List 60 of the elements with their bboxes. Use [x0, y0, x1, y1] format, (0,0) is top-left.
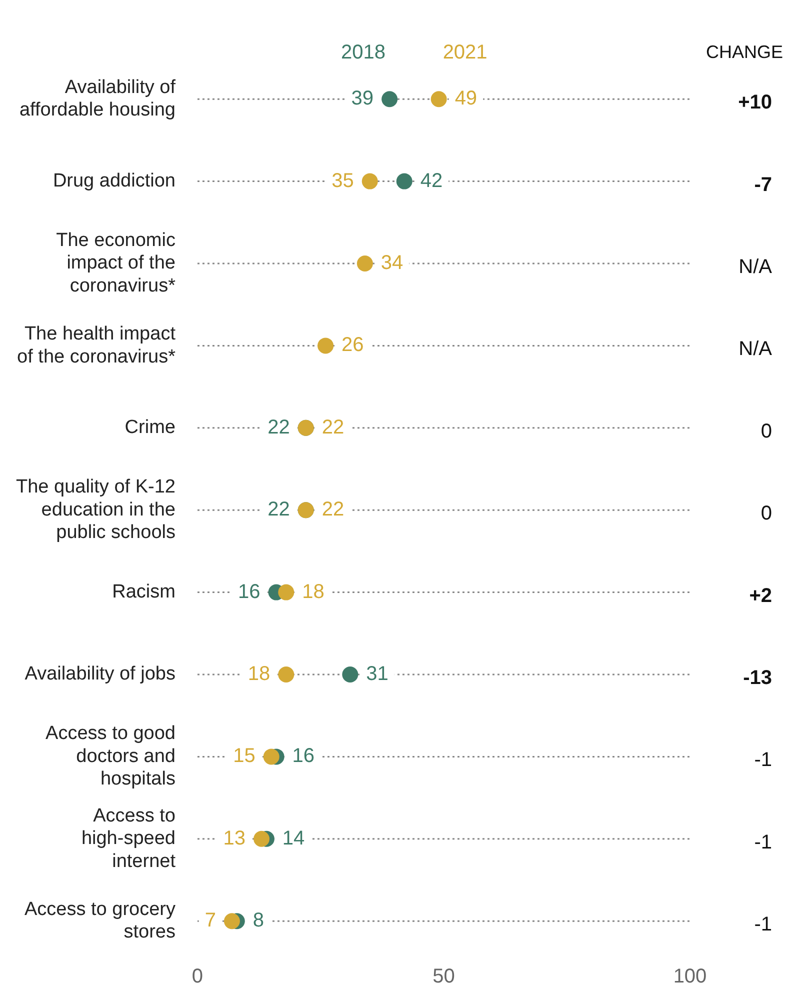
x-tick-label: 100 [673, 966, 707, 988]
y-tick-label: The quality of K-12 education in the public schools [16, 476, 176, 544]
point [263, 748, 280, 765]
y-tick-label: Access to grocery stores [24, 898, 176, 943]
data-label: 26 [342, 334, 364, 356]
data-label: 13 [223, 827, 246, 850]
text: +2 [749, 584, 772, 607]
data-label: 14 [282, 827, 305, 850]
data-label: 18 [302, 580, 324, 603]
y-tick-label: Availability of affordable housing [19, 76, 176, 121]
point [382, 91, 398, 108]
point [356, 256, 373, 272]
data-label: 22 [268, 416, 290, 438]
point [362, 173, 378, 190]
point [278, 584, 294, 600]
data-label: 22 [322, 416, 344, 438]
data-label: 7 [204, 910, 216, 932]
y-tick-label: The health impact of the coronavirus* [17, 324, 176, 368]
point [430, 91, 447, 108]
point [254, 830, 270, 847]
text: N/A [738, 256, 773, 278]
y-tick-label: The economic impact of the coronavirus* [56, 230, 176, 297]
text: -7 [754, 174, 772, 196]
data-label: 8 [252, 910, 264, 932]
series-label: 2018 [341, 42, 386, 64]
text: CHANGE [706, 42, 783, 62]
point [318, 338, 334, 354]
text: -1 [754, 914, 772, 936]
y-tick-label: Racism [112, 582, 176, 603]
text: 0 [760, 420, 772, 442]
text: +10 [738, 92, 772, 114]
data-label: 15 [233, 745, 256, 768]
point [224, 913, 240, 930]
data-label: 16 [292, 745, 315, 768]
data-label: 18 [248, 663, 270, 686]
data-label: 39 [351, 88, 374, 110]
y-tick-label: Drug addiction [52, 170, 176, 192]
data-label: 42 [420, 170, 443, 192]
data-label: 35 [332, 170, 354, 192]
x-tick-label: 50 [432, 966, 455, 988]
x-tick-label: 0 [192, 966, 204, 988]
y-tick-label: Availability of jobs [24, 664, 176, 685]
data-label: 49 [454, 88, 478, 110]
y-tick-label: Access to high-speed internet [81, 805, 176, 872]
data-label: 22 [322, 498, 344, 521]
data-label: 16 [238, 580, 260, 603]
text: 0 [760, 502, 772, 525]
point [342, 666, 358, 682]
point [396, 173, 412, 190]
series-label: 2021 [442, 42, 488, 64]
y-tick-label: Crime [124, 417, 176, 438]
text: -13 [743, 667, 772, 690]
text: N/A [738, 338, 773, 360]
data-label: 34 [380, 252, 404, 274]
data-label: 22 [268, 498, 290, 521]
point [278, 666, 294, 682]
text: -1 [754, 831, 772, 854]
text: -1 [754, 749, 772, 772]
y-tick-label: Access to good doctors and hospitals [46, 723, 176, 790]
data-label: 31 [366, 663, 388, 686]
